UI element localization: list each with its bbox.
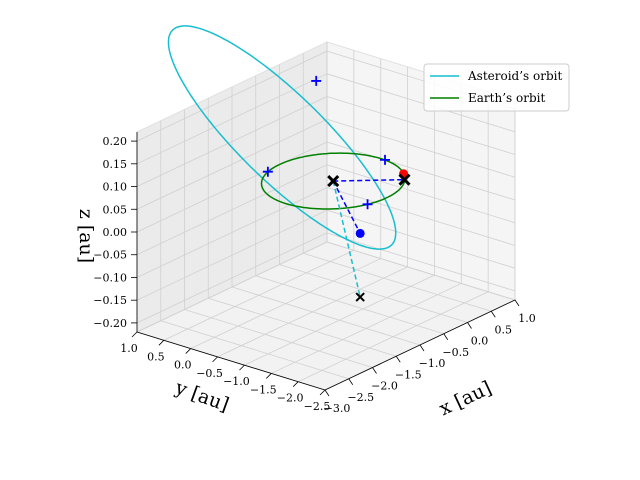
z-grid-right bbox=[326, 187, 516, 246]
x-grid-floor bbox=[279, 264, 468, 323]
x-grid-floor bbox=[326, 241, 516, 301]
tick-labels: −3.0−2.5−2.0−1.5−1.0−0.50.00.51.0−2.5−2.… bbox=[93, 132, 536, 415]
y-grid-floor bbox=[136, 241, 328, 333]
x-tick-label: −0.5 bbox=[442, 346, 469, 359]
grid-lines bbox=[136, 42, 516, 391]
z-tick-label: −0.15 bbox=[93, 294, 127, 307]
plot-area bbox=[167, 25, 411, 302]
z-grid-back bbox=[136, 209, 328, 301]
dashed-connector bbox=[332, 180, 361, 234]
x-grid-floor bbox=[208, 297, 397, 357]
earth-orbit-line bbox=[260, 152, 406, 210]
z-tick-label: 0.15 bbox=[103, 158, 128, 171]
plus-marker bbox=[262, 166, 273, 177]
y-tick-label: 1.0 bbox=[120, 342, 138, 355]
y-tick-mark bbox=[266, 373, 272, 379]
z-grid-back bbox=[136, 164, 328, 256]
z-grid-back bbox=[136, 187, 328, 278]
x-grid-floor bbox=[303, 252, 492, 312]
y-tick-mark bbox=[212, 356, 218, 363]
z-tick-label: 0.20 bbox=[103, 135, 128, 148]
z-tick-label: −0.05 bbox=[93, 249, 127, 262]
x-tick-label: −3.0 bbox=[324, 402, 351, 415]
z-grid-right bbox=[326, 209, 516, 269]
x-tick-mark bbox=[467, 322, 472, 329]
x-tick-label: 1.0 bbox=[518, 312, 536, 325]
y-grid-floor bbox=[244, 274, 435, 366]
y-tick-label: 0.0 bbox=[174, 359, 192, 372]
z-grid-right bbox=[326, 73, 516, 133]
legend-box bbox=[423, 63, 570, 112]
x-tick-mark bbox=[514, 299, 520, 307]
z-tick-label: 0.05 bbox=[103, 203, 128, 216]
z-grid-back bbox=[136, 73, 328, 165]
y-grid-floor bbox=[163, 249, 355, 341]
y-tick-mark bbox=[292, 381, 299, 387]
sun-marker bbox=[327, 175, 340, 188]
legend-label-asteroid: Asteroid’s orbit bbox=[467, 69, 562, 83]
y-tick-mark bbox=[239, 364, 245, 371]
z-grid-back bbox=[136, 141, 328, 233]
plus-marker bbox=[311, 75, 322, 86]
x-tick-mark bbox=[324, 389, 330, 397]
y-tick-mark bbox=[131, 331, 138, 338]
plus-marker bbox=[380, 154, 391, 165]
y-grid-floor bbox=[217, 266, 408, 358]
z-grid-back bbox=[136, 118, 328, 210]
x-grid-floor bbox=[160, 320, 349, 380]
y-grid-floor bbox=[271, 283, 462, 374]
y-axis-line bbox=[136, 331, 326, 391]
x-tick-label: 0.5 bbox=[495, 323, 513, 336]
z-tick-label: −0.20 bbox=[93, 317, 127, 330]
y-grid-floor bbox=[297, 291, 489, 383]
x-tick-mark bbox=[419, 344, 425, 352]
x-grid-floor bbox=[184, 309, 373, 368]
y-tick-label: 0.5 bbox=[147, 350, 165, 363]
dashed-connector bbox=[333, 178, 405, 182]
z-tick-label: 0.00 bbox=[103, 226, 128, 239]
z-grid-right bbox=[326, 141, 516, 201]
x-tick-label: −1.0 bbox=[419, 357, 446, 370]
asteroid-orbit-line bbox=[167, 25, 397, 250]
asteroid-position-dot bbox=[355, 228, 365, 238]
z-tick-label: 0.10 bbox=[103, 181, 128, 194]
x-tick-mark bbox=[443, 333, 449, 340]
z-grid-right bbox=[326, 96, 516, 155]
legend: Asteroid’s orbit Earth’s orbit bbox=[423, 63, 570, 112]
y-tick-label: −1.5 bbox=[250, 383, 277, 396]
x-tick-mark bbox=[490, 311, 496, 318]
legend-label-earth: Earth’s orbit bbox=[468, 91, 545, 105]
x-tick-label: −2.0 bbox=[371, 380, 398, 393]
asteroid-projection-marker bbox=[355, 292, 365, 302]
y-tick-label: −2.5 bbox=[304, 400, 331, 413]
x-grid-floor bbox=[231, 286, 421, 346]
z-axis-label: z [au] bbox=[75, 209, 97, 263]
z-tick-label: −0.10 bbox=[93, 271, 127, 284]
x-grid-floor bbox=[255, 275, 444, 335]
z-grid-back bbox=[136, 96, 328, 187]
x-tick-label: −1.5 bbox=[395, 368, 422, 381]
x-axis-label: x [au] bbox=[436, 377, 495, 420]
y-tick-label: −2.0 bbox=[277, 392, 304, 405]
y-tick-label: −1.0 bbox=[223, 375, 250, 388]
dashed-connector bbox=[332, 180, 361, 298]
y-grid-floor bbox=[190, 258, 381, 349]
z-grid-right bbox=[326, 118, 516, 178]
earth-epoch-marker bbox=[398, 173, 411, 186]
y-tick-mark bbox=[319, 389, 326, 396]
z-grid-right bbox=[326, 232, 516, 292]
plus-marker bbox=[362, 199, 373, 210]
x-tick-mark bbox=[348, 378, 354, 385]
z-grid-back bbox=[136, 232, 328, 324]
z-grid-right bbox=[326, 164, 516, 224]
z-grid-back bbox=[136, 50, 328, 142]
y-tick-mark bbox=[185, 348, 191, 354]
y-tick-label: −0.5 bbox=[196, 367, 223, 380]
x-tick-label: −2.5 bbox=[347, 391, 374, 404]
y-tick-mark bbox=[158, 340, 165, 346]
x-tick-label: 0.0 bbox=[471, 335, 489, 348]
x-tick-mark bbox=[395, 356, 401, 363]
x-tick-mark bbox=[372, 367, 377, 374]
